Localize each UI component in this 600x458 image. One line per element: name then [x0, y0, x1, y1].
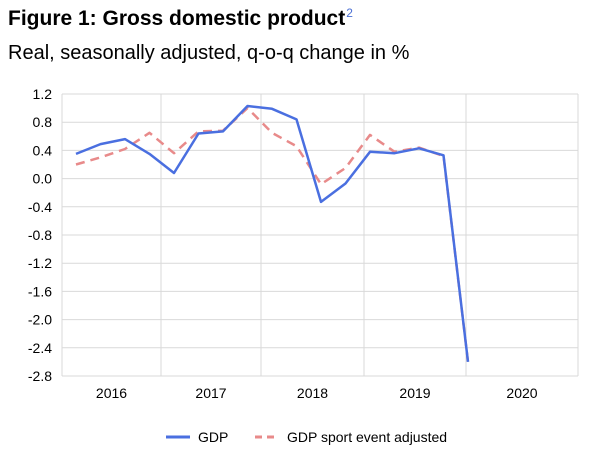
legend-label: GDP — [198, 429, 228, 445]
x-tick-label: 2016 — [96, 385, 127, 401]
y-tick-label: 0.4 — [33, 142, 53, 158]
y-axis-tick-labels: 1.2 0.8 0.4 0.0 -0.4 -0.8 -1.2 -1.6 -2.0 -2.4 -2.8 — [28, 86, 52, 384]
y-tick-label: -1.6 — [28, 283, 52, 299]
series-line-gdp — [75, 104, 470, 363]
x-tick-label: 2019 — [399, 385, 430, 401]
x-tick-label: 2018 — [297, 385, 328, 401]
x-tick-label: 2020 — [506, 385, 537, 401]
y-tick-label: 0.8 — [33, 114, 53, 130]
y-tick-label: -0.8 — [28, 227, 52, 243]
chart-title: Figure 1: Gross domestic product2 — [8, 6, 353, 31]
x-tick-label: 2017 — [195, 385, 226, 401]
chart-subtitle: Real, seasonally adjusted, q-o-q change … — [8, 42, 410, 64]
title-footnote: 2 — [346, 6, 353, 20]
y-tick-label: -0.4 — [28, 199, 52, 215]
y-tick-label: 0.0 — [33, 171, 53, 187]
y-tick-label: 1.2 — [33, 86, 53, 102]
y-tick-label: -2.0 — [28, 312, 52, 328]
y-tick-label: -1.2 — [28, 255, 52, 271]
legend: GDP GDP sport event adjusted — [166, 429, 447, 445]
horizontal-gridlines — [62, 93, 578, 377]
y-tick-label: -2.4 — [28, 340, 52, 356]
vertical-gridlines — [61, 94, 579, 376]
series-lines — [75, 104, 470, 363]
legend-label: GDP sport event adjusted — [287, 429, 447, 445]
x-axis-year-labels: 2016 2017 2018 2019 2020 — [96, 385, 538, 401]
y-tick-label: -2.8 — [28, 368, 52, 384]
chart-title-text: Figure 1: Gross domestic product — [8, 7, 346, 30]
